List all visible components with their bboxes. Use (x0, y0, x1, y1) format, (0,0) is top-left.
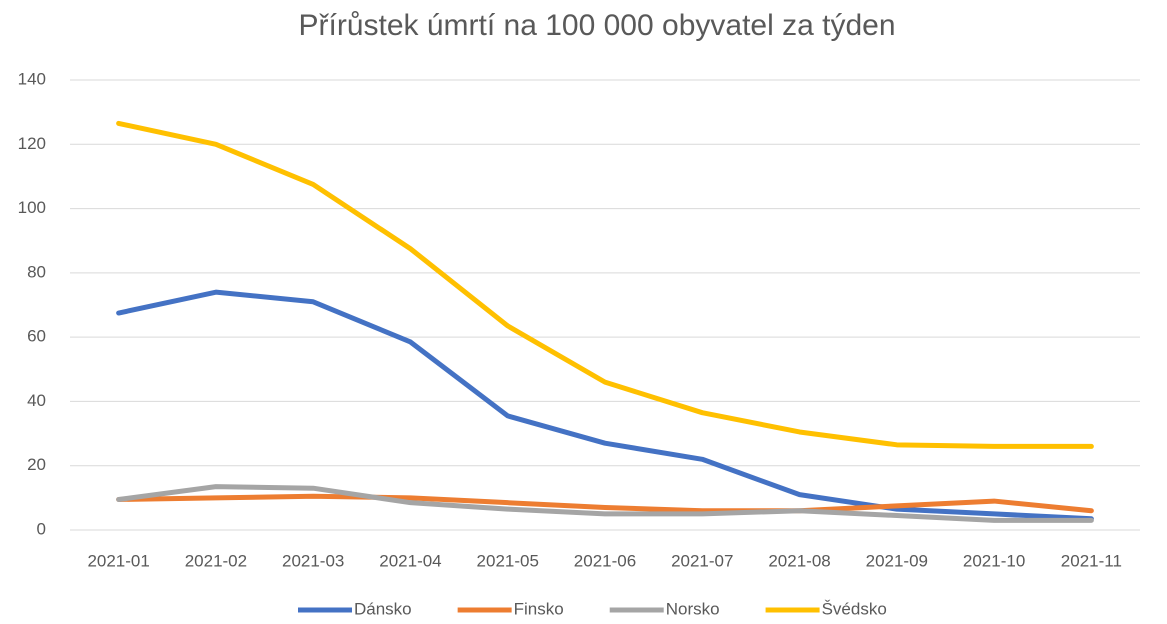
x-tick-label: 2021-02 (185, 551, 247, 570)
y-tick-label: 80 (27, 262, 46, 281)
y-tick-label: 60 (27, 327, 46, 346)
legend-label: Dánsko (354, 599, 412, 618)
y-tick-label: 20 (27, 455, 46, 474)
y-tick-label: 120 (18, 134, 46, 153)
x-tick-label: 2021-09 (866, 551, 928, 570)
x-tick-label: 2021-10 (963, 551, 1025, 570)
series-line (116, 484, 1094, 523)
legend-label: Norsko (666, 599, 720, 618)
x-tick-label: 2021-06 (574, 551, 636, 570)
x-tick-label: 2021-01 (87, 551, 149, 570)
x-tick-label: 2021-04 (379, 551, 441, 570)
legend-label: Švédsko (822, 599, 887, 618)
x-tick-label: 2021-07 (671, 551, 733, 570)
x-tick-label: 2021-11 (1061, 551, 1122, 570)
series-line (116, 289, 1094, 522)
x-tick-label: 2021-03 (282, 551, 344, 570)
series-line (116, 493, 1094, 514)
y-tick-label: 100 (18, 198, 46, 217)
chart-title: Přírůstek úmrtí na 100 000 obyvatel za t… (299, 9, 896, 42)
series-line (116, 120, 1094, 449)
y-tick-label: 40 (27, 391, 46, 410)
x-tick-label: 2021-05 (477, 551, 539, 570)
x-tick-label: 2021-08 (768, 551, 830, 570)
legend-label: Finsko (514, 599, 564, 618)
y-tick-label: 140 (18, 69, 46, 88)
y-tick-label: 0 (37, 519, 46, 538)
